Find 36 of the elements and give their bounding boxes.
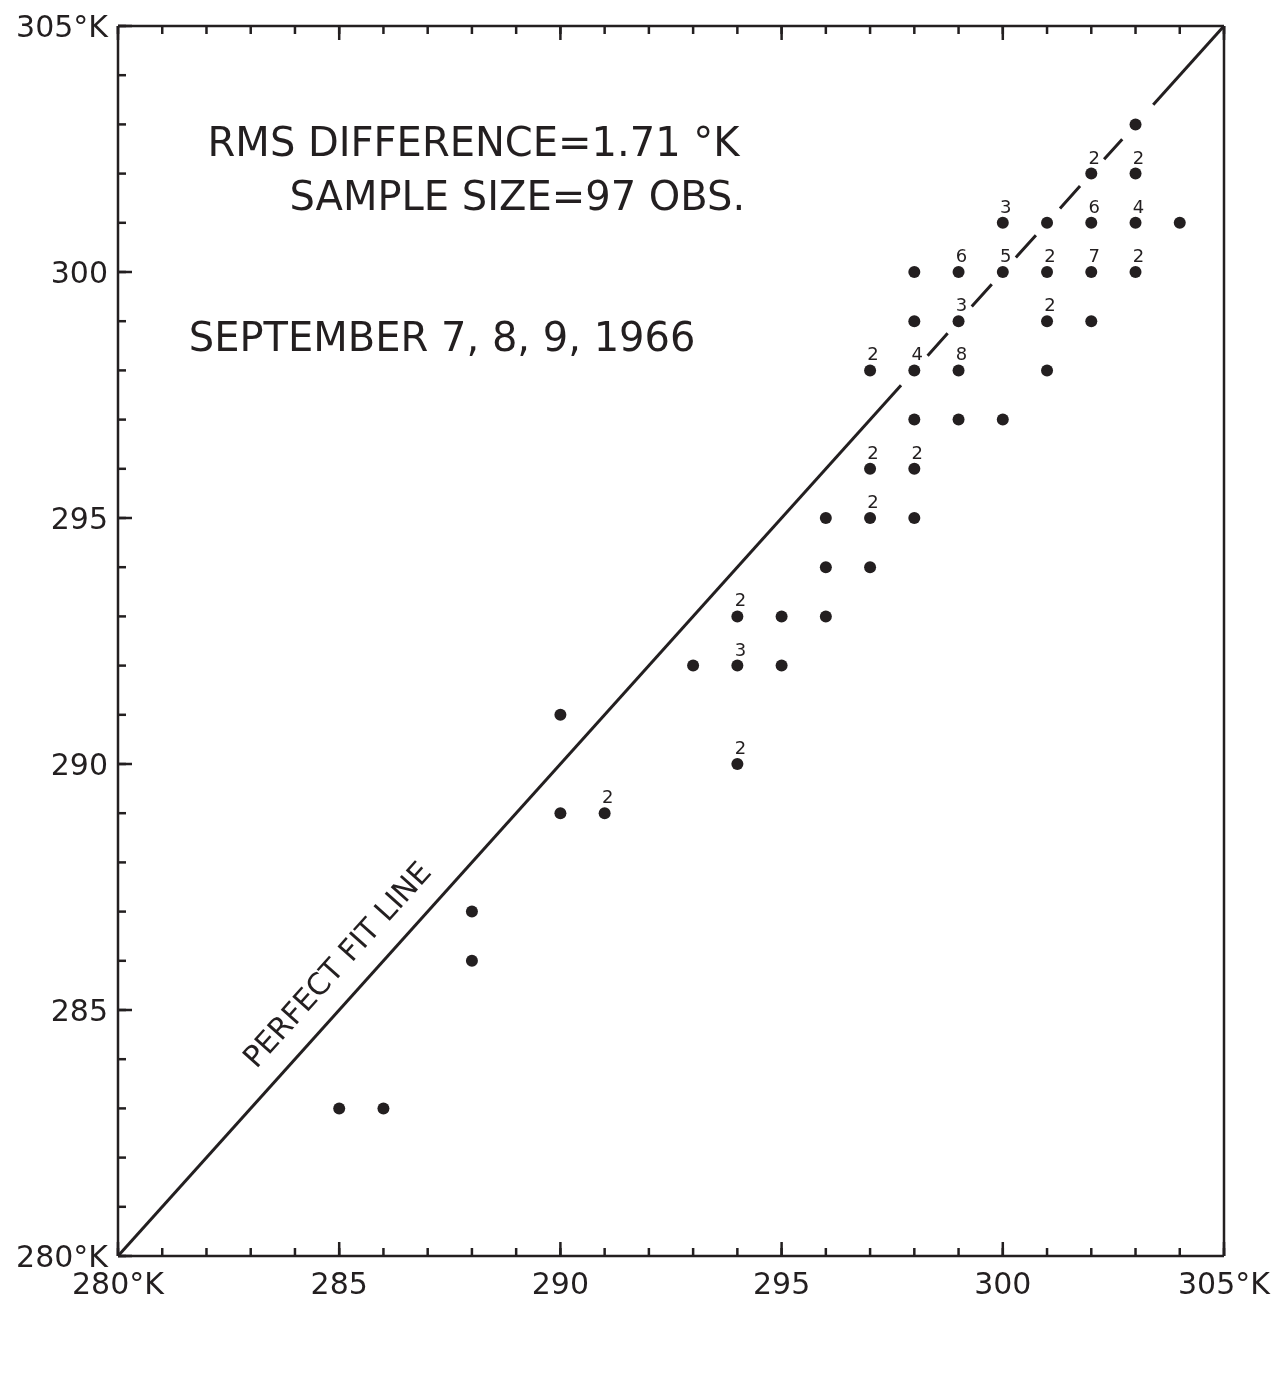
annotation: RMS DIFFERENCE=1.71 °K xyxy=(207,119,742,166)
annotation: 6 xyxy=(1088,195,1101,217)
annotation: 2 xyxy=(911,441,924,463)
annotation: 3 xyxy=(1000,195,1012,217)
y-tick-label: 300 xyxy=(50,254,108,290)
annotation: 4 xyxy=(1132,195,1145,217)
annotation: SAMPLE SIZE=97 OBS. xyxy=(289,173,746,220)
annotation: 2 xyxy=(734,589,747,611)
annotation: 2 xyxy=(1044,294,1056,316)
annotation: 2 xyxy=(867,441,879,463)
y-tick-label: 290 xyxy=(50,746,108,782)
annotation: 2 xyxy=(867,343,879,365)
annotation: SEPTEMBER 7, 8, 9, 1966 xyxy=(188,313,696,360)
x-tick-label: 300 xyxy=(974,1266,1032,1301)
x-tick-label: 295 xyxy=(752,1266,811,1301)
annotation: 5 xyxy=(1000,245,1012,266)
annotation: 2 xyxy=(1044,245,1056,266)
x-tick-label: 290 xyxy=(531,1266,590,1301)
annotation: 2 xyxy=(1132,146,1145,168)
annotation: 2 xyxy=(601,786,614,808)
x-tick-label: 285 xyxy=(310,1266,368,1301)
x-tick-label: 305°K xyxy=(1178,1266,1272,1301)
annotation: 3 xyxy=(734,638,747,660)
y-tick-label: 305°K xyxy=(16,8,110,44)
annotation: 8 xyxy=(955,343,968,365)
x-tick-label: 280°K xyxy=(72,1266,166,1301)
annotation: 2 xyxy=(734,737,747,758)
annotation: 2 xyxy=(1132,245,1145,266)
annotation: 3 xyxy=(955,294,968,316)
y-tick-label: 295 xyxy=(50,500,108,536)
annotation: 2 xyxy=(867,491,879,512)
annotation: 7 xyxy=(1088,245,1101,266)
annotation: 4 xyxy=(911,343,924,365)
annotation: 2 xyxy=(1088,146,1101,168)
annotation: 6 xyxy=(955,245,968,266)
y-tick-label: 285 xyxy=(50,992,108,1028)
